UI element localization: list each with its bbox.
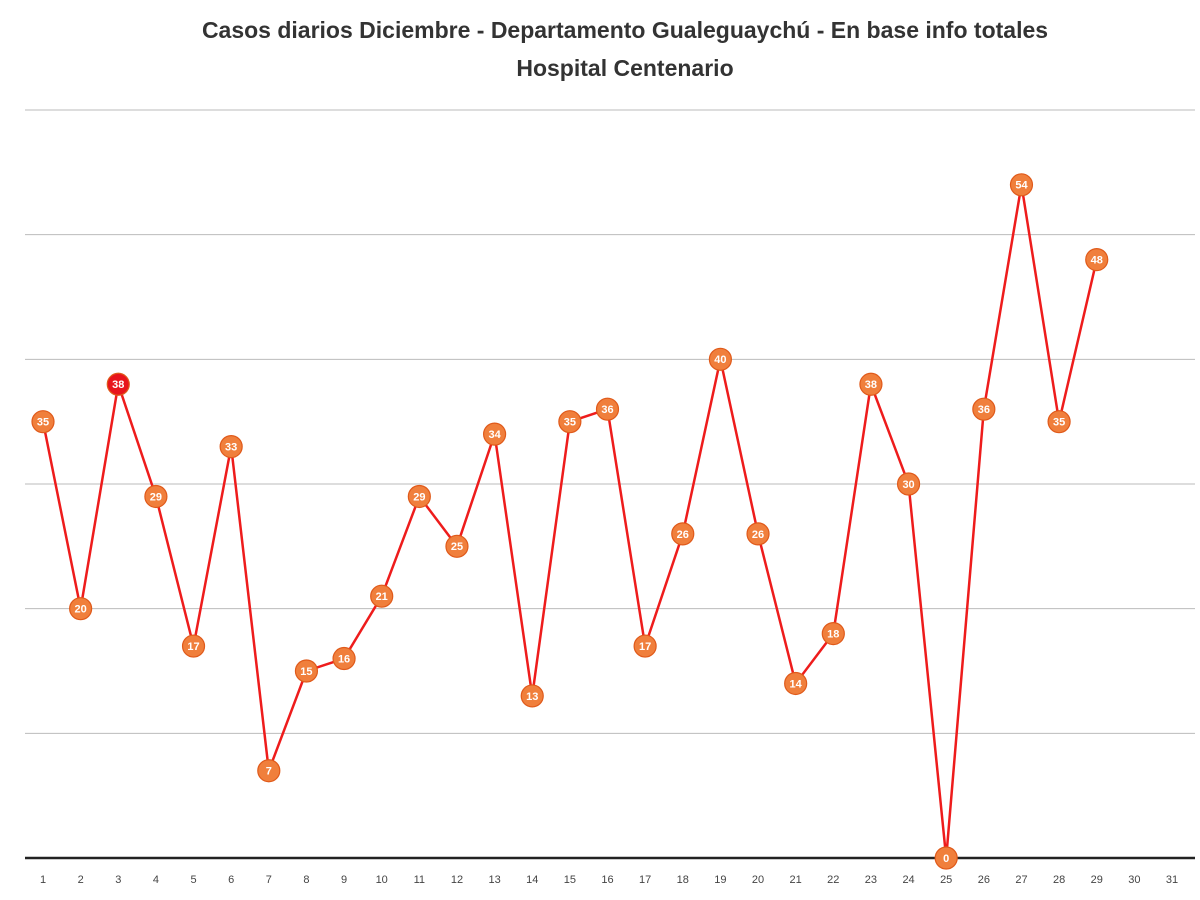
data-label: 25 bbox=[451, 541, 463, 553]
data-point bbox=[821, 621, 845, 646]
x-tick-label: 13 bbox=[488, 874, 500, 886]
data-label: 40 bbox=[714, 354, 726, 366]
data-point bbox=[520, 684, 544, 708]
data-point bbox=[294, 659, 319, 683]
data-label: 15 bbox=[300, 666, 312, 678]
x-tick-label: 17 bbox=[639, 874, 651, 886]
data-label: 18 bbox=[827, 629, 839, 641]
data-label: 29 bbox=[150, 491, 162, 503]
x-tick-label: 26 bbox=[978, 874, 990, 886]
x-tick-label: 12 bbox=[451, 874, 463, 886]
data-label: 35 bbox=[1053, 417, 1065, 429]
x-tick-label: 11 bbox=[414, 874, 425, 886]
x-tick-label: 6 bbox=[228, 874, 234, 886]
x-tick-label: 4 bbox=[153, 874, 159, 886]
data-label: 17 bbox=[187, 641, 199, 653]
x-tick-label: 28 bbox=[1053, 874, 1065, 886]
x-tick-label: 14 bbox=[526, 874, 538, 886]
x-tick-label: 24 bbox=[902, 874, 914, 886]
data-point bbox=[219, 435, 243, 459]
data-point bbox=[445, 534, 469, 558]
x-tick-label: 30 bbox=[1128, 874, 1140, 886]
data-label: 35 bbox=[37, 417, 49, 429]
x-tick-label: 20 bbox=[752, 874, 764, 886]
x-tick-label: 21 bbox=[790, 874, 802, 886]
data-point bbox=[106, 372, 130, 396]
data-label: 20 bbox=[75, 604, 87, 616]
data-label: 34 bbox=[488, 429, 501, 441]
data-point bbox=[671, 522, 695, 546]
data-label: 21 bbox=[376, 591, 388, 603]
x-tick-label: 3 bbox=[115, 874, 121, 886]
data-point bbox=[859, 372, 883, 396]
x-tick-label: 19 bbox=[714, 874, 726, 886]
data-label: 30 bbox=[902, 479, 914, 491]
x-tick-label: 8 bbox=[303, 874, 309, 886]
data-point bbox=[896, 472, 921, 496]
data-label: 38 bbox=[865, 379, 877, 391]
chart-subtitle: Hospital Centenario bbox=[516, 55, 733, 81]
x-tick-label: 16 bbox=[601, 874, 613, 886]
data-point bbox=[31, 410, 55, 434]
data-label: 14 bbox=[790, 678, 803, 690]
data-point bbox=[483, 422, 507, 446]
data-point bbox=[332, 646, 356, 671]
x-tick-label: 5 bbox=[190, 874, 196, 886]
x-tick-label: 15 bbox=[564, 874, 576, 886]
x-tick-label: 2 bbox=[78, 874, 84, 886]
data-point bbox=[181, 634, 206, 658]
data-label: 26 bbox=[752, 529, 764, 541]
data-point bbox=[69, 597, 93, 621]
data-point bbox=[972, 397, 996, 421]
data-label: 33 bbox=[225, 442, 237, 454]
data-point bbox=[407, 484, 431, 509]
x-tick-label: 10 bbox=[376, 874, 388, 886]
data-label: 26 bbox=[677, 529, 689, 541]
data-label: 35 bbox=[564, 417, 576, 429]
data-point bbox=[784, 671, 808, 696]
x-tick-label: 27 bbox=[1015, 874, 1027, 886]
data-point bbox=[144, 484, 168, 509]
data-label: 16 bbox=[338, 653, 350, 665]
chart-title: Casos diarios Diciembre - Departamento G… bbox=[202, 17, 1048, 43]
data-label: 29 bbox=[413, 491, 425, 503]
data-point bbox=[1085, 248, 1109, 272]
data-point bbox=[558, 410, 582, 434]
x-tick-label: 1 bbox=[40, 874, 46, 886]
data-label: 54 bbox=[1015, 180, 1028, 192]
data-label: 38 bbox=[112, 379, 124, 391]
x-tick-label: 22 bbox=[827, 874, 839, 886]
data-point bbox=[633, 634, 657, 658]
x-tick-label: 31 bbox=[1166, 874, 1178, 886]
x-tick-label: 9 bbox=[341, 874, 347, 886]
data-label: 0 bbox=[943, 853, 949, 865]
x-tick-label: 25 bbox=[940, 874, 952, 886]
x-tick-label: 7 bbox=[266, 874, 272, 886]
data-label: 36 bbox=[978, 404, 990, 416]
data-point bbox=[595, 397, 620, 421]
x-tick-label: 23 bbox=[865, 874, 877, 886]
data-label: 13 bbox=[526, 691, 538, 703]
data-point bbox=[746, 522, 770, 546]
data-label: 36 bbox=[601, 404, 613, 416]
data-point bbox=[257, 759, 281, 783]
data-label: 17 bbox=[639, 641, 651, 653]
data-label: 48 bbox=[1091, 255, 1103, 267]
data-point bbox=[1047, 410, 1071, 434]
data-label: 7 bbox=[266, 766, 272, 778]
x-tick-label: 29 bbox=[1091, 874, 1103, 886]
x-tick-label: 18 bbox=[677, 874, 689, 886]
data-point bbox=[370, 584, 394, 608]
data-point bbox=[1009, 173, 1034, 197]
data-point bbox=[934, 846, 958, 870]
data-point bbox=[708, 347, 733, 371]
